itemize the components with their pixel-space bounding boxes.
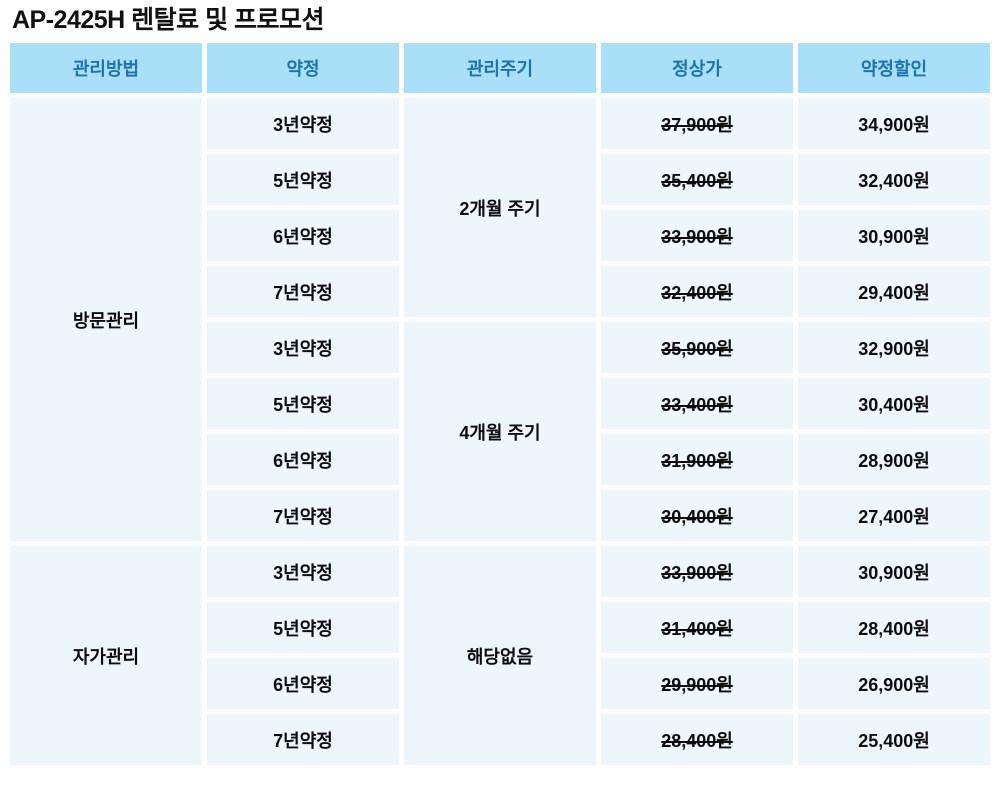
discount-price-cell: 30,900원 <box>798 546 990 597</box>
discount-price-cell: 29,400원 <box>798 266 990 317</box>
regular-price-value: 29,900원 <box>661 674 733 695</box>
regular-price-value: 35,900원 <box>661 338 733 359</box>
contract-cell: 7년약정 <box>207 266 399 317</box>
regular-price-value: 31,400원 <box>661 618 733 639</box>
page-title: AP-2425H 렌탈료 및 프로모션 <box>12 6 325 34</box>
contract-cell: 5년약정 <box>207 154 399 205</box>
regular-price-value: 33,400원 <box>661 394 733 415</box>
price-row: 6년약정 31,900원 28,900원 <box>10 434 990 485</box>
contract-cell: 6년약정 <box>207 658 399 709</box>
regular-price-value: 32,400원 <box>661 282 733 303</box>
contract-cell: 6년약정 <box>207 434 399 485</box>
regular-price-cell: 31,400원 <box>601 602 793 653</box>
discount-price-cell: 28,900원 <box>798 434 990 485</box>
discount-price-cell: 30,900원 <box>798 210 990 261</box>
discount-price-cell: 32,900원 <box>798 322 990 373</box>
regular-price-value: 30,400원 <box>661 506 733 527</box>
contract-cell: 7년약정 <box>207 714 399 765</box>
regular-price-cell: 33,400원 <box>601 378 793 429</box>
regular-price-cell: 32,400원 <box>601 266 793 317</box>
discount-price-cell: 32,400원 <box>798 154 990 205</box>
regular-price-cell: 37,900원 <box>601 98 793 149</box>
regular-price-cell: 30,400원 <box>601 490 793 541</box>
cycle-cell: 해당없음 <box>404 546 596 765</box>
contract-cell: 3년약정 <box>207 546 399 597</box>
discount-price-cell: 34,900원 <box>798 98 990 149</box>
price-row: 5년약정 33,400원 30,400원 <box>10 378 990 429</box>
col-header-management-cycle: 관리주기 <box>404 43 596 93</box>
contract-cell: 5년약정 <box>207 378 399 429</box>
regular-price-cell: 33,900원 <box>601 210 793 261</box>
price-row: 6년약정 33,900원 30,900원 <box>10 210 990 261</box>
regular-price-cell: 35,400원 <box>601 154 793 205</box>
regular-price-cell: 33,900원 <box>601 546 793 597</box>
method-cell: 방문관리 <box>10 98 202 541</box>
discount-price-cell: 26,900원 <box>798 658 990 709</box>
contract-cell: 5년약정 <box>207 602 399 653</box>
regular-price-cell: 29,900원 <box>601 658 793 709</box>
regular-price-cell: 31,900원 <box>601 434 793 485</box>
regular-price-value: 35,400원 <box>661 170 733 191</box>
discount-price-cell: 27,400원 <box>798 490 990 541</box>
col-header-contract-discount: 약정할인 <box>798 43 990 93</box>
price-row: 6년약정 29,900원 26,900원 <box>10 658 990 709</box>
price-row: 3년약정 4개월 주기 35,900원 32,900원 <box>10 322 990 541</box>
regular-price-value: 37,900원 <box>661 114 733 135</box>
regular-price-value: 33,900원 <box>661 226 733 247</box>
price-row: 7년약정 28,400원 25,400원 <box>10 714 990 765</box>
header-row: 관리방법 약정 관리주기 정상가 약정할인 <box>10 43 990 93</box>
price-row: 자가관리 3년약정 해당없음 33,900원 30,900원 <box>10 546 990 765</box>
price-row: 5년약정 31,400원 28,400원 <box>10 602 990 653</box>
regular-price-cell: 35,900원 <box>601 322 793 373</box>
price-row: 7년약정 30,400원 27,400원 <box>10 490 990 541</box>
contract-cell: 6년약정 <box>207 210 399 261</box>
cycle-cell: 4개월 주기 <box>404 322 596 541</box>
method-cell: 자가관리 <box>10 546 202 765</box>
rental-price-table: 관리방법 약정 관리주기 정상가 약정할인 방문관리 3년약정 2개월 주기 3… <box>5 38 995 770</box>
discount-price-cell: 25,400원 <box>798 714 990 765</box>
discount-price-cell: 28,400원 <box>798 602 990 653</box>
col-header-contract: 약정 <box>207 43 399 93</box>
price-row: 7년약정 32,400원 29,400원 <box>10 266 990 317</box>
regular-price-cell: 28,400원 <box>601 714 793 765</box>
contract-cell: 7년약정 <box>207 490 399 541</box>
col-header-regular-price: 정상가 <box>601 43 793 93</box>
cycle-cell: 2개월 주기 <box>404 98 596 317</box>
regular-price-value: 31,900원 <box>661 450 733 471</box>
contract-cell: 3년약정 <box>207 322 399 373</box>
regular-price-value: 28,400원 <box>661 730 733 751</box>
price-row: 5년약정 35,400원 32,400원 <box>10 154 990 205</box>
col-header-management-method: 관리방법 <box>10 43 202 93</box>
regular-price-value: 33,900원 <box>661 562 733 583</box>
discount-price-cell: 30,400원 <box>798 378 990 429</box>
price-row: 방문관리 3년약정 2개월 주기 37,900원 34,900원 <box>10 98 990 541</box>
contract-cell: 3년약정 <box>207 98 399 149</box>
